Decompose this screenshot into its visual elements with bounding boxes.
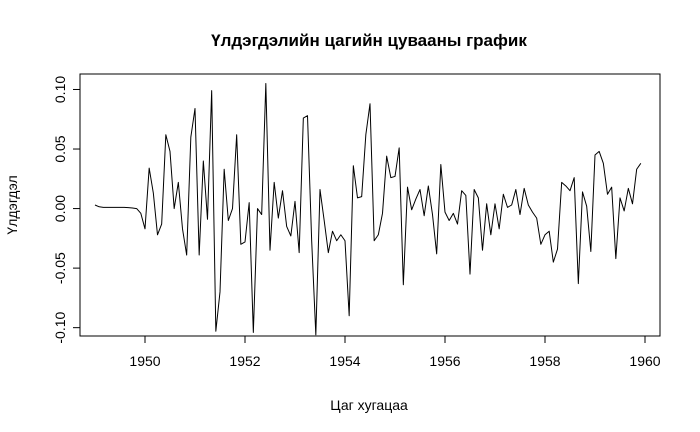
- chart-title: Үлдэгдэлийн цагийн цувааны график: [211, 31, 527, 50]
- x-tick-label: 1950: [129, 353, 160, 369]
- y-tick-label: -0.05: [52, 252, 68, 284]
- x-tick-label: 1954: [329, 353, 360, 369]
- x-tick-label: 1956: [429, 353, 460, 369]
- x-tick-label: 1952: [229, 353, 260, 369]
- x-tick-label: 1960: [629, 353, 660, 369]
- x-axis: 1950 1952 1954 1956 1958 1960: [129, 335, 661, 369]
- x-axis-label: Цаг хугацаа: [330, 397, 408, 413]
- y-tick-label: 0.00: [52, 195, 68, 222]
- x-tick-label: 1958: [529, 353, 560, 369]
- y-axis-label: Үлдэгдэл: [4, 175, 20, 234]
- y-axis: -0.10 -0.05 0.00 0.05 0.10: [52, 76, 81, 344]
- y-tick-label: -0.10: [52, 312, 68, 344]
- y-tick-label: 0.05: [52, 135, 68, 162]
- series-layer: [94, 83, 642, 336]
- residual-series-line: [94, 83, 642, 336]
- y-tick-label: 0.10: [52, 76, 68, 103]
